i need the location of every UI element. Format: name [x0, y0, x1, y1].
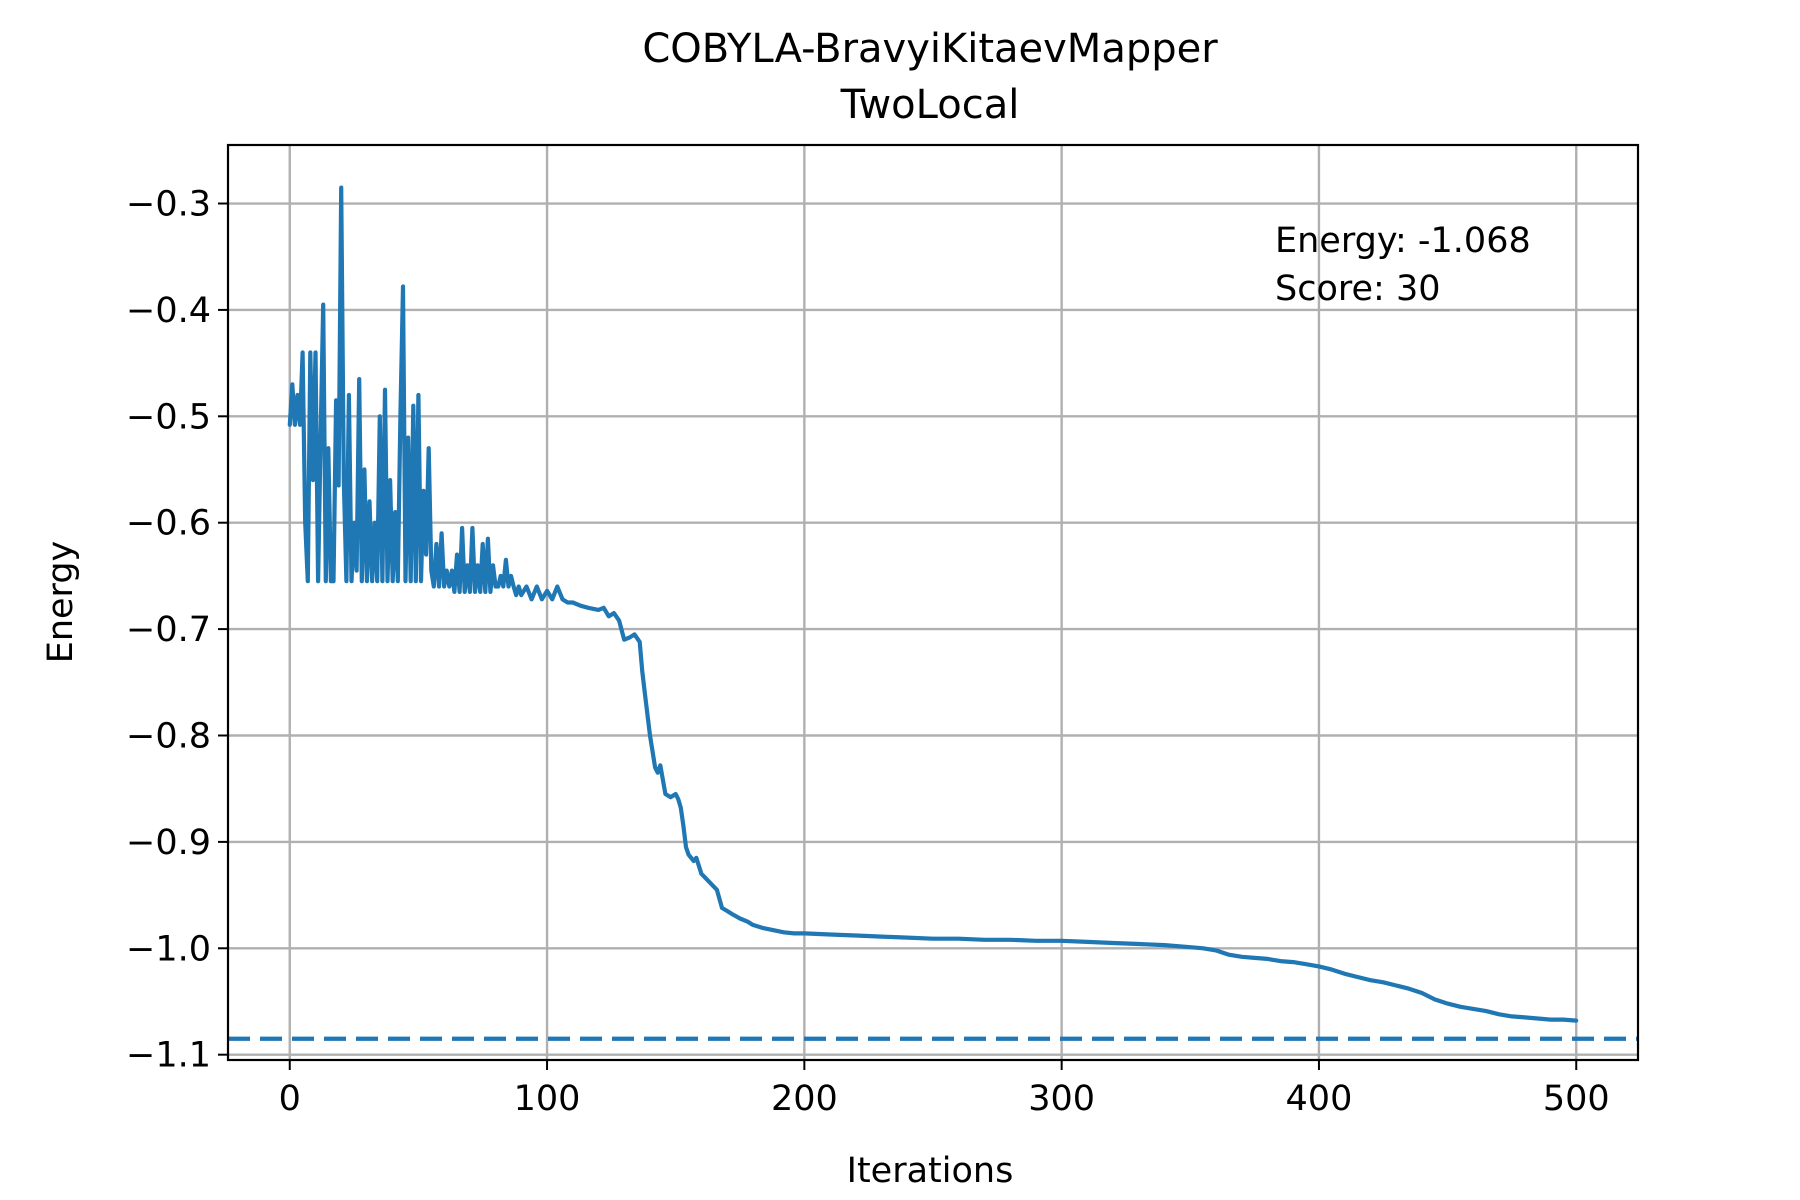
x-tick-label: 500 — [1543, 1079, 1610, 1119]
x-tick-label: 400 — [1286, 1079, 1353, 1119]
y-tick-label: −0.4 — [126, 291, 211, 331]
energy-series-line — [287, 185, 1579, 1023]
y-tick-label: −0.8 — [126, 716, 211, 756]
x-axis-label: Iterations — [847, 1151, 1014, 1191]
grid — [228, 145, 1638, 1060]
y-tick-label: −1.1 — [126, 1036, 211, 1076]
chart-title-line1: COBYLA-BravyiKitaevMapper — [642, 26, 1218, 72]
plot-frame — [226, 143, 1640, 1062]
y-tick-label: −1.0 — [126, 929, 211, 969]
y-tick-label: −0.7 — [126, 610, 211, 650]
x-tick-label: 100 — [514, 1079, 581, 1119]
y-axis-label: Energy — [41, 541, 81, 664]
series-layer — [287, 185, 1579, 1023]
y-tick-label: −0.9 — [126, 823, 211, 863]
x-tick-label: 0 — [279, 1079, 301, 1119]
annotation-score: Score: 30 — [1275, 269, 1440, 309]
y-tick-label: −0.6 — [126, 504, 211, 544]
x-tick-label: 300 — [1028, 1079, 1095, 1119]
y-tick-label: −0.5 — [126, 397, 211, 437]
annotation-energy: Energy: -1.068 — [1275, 221, 1531, 261]
x-tick-label: 200 — [771, 1079, 838, 1119]
ticks: 0 100 200 300 400 500 −0.3 −0.4 −0.5 −0.6 −0.7 −0.8… — [126, 185, 1610, 1119]
chart-title-line2: TwoLocal — [840, 82, 1020, 128]
y-tick-label: −0.3 — [126, 185, 211, 225]
